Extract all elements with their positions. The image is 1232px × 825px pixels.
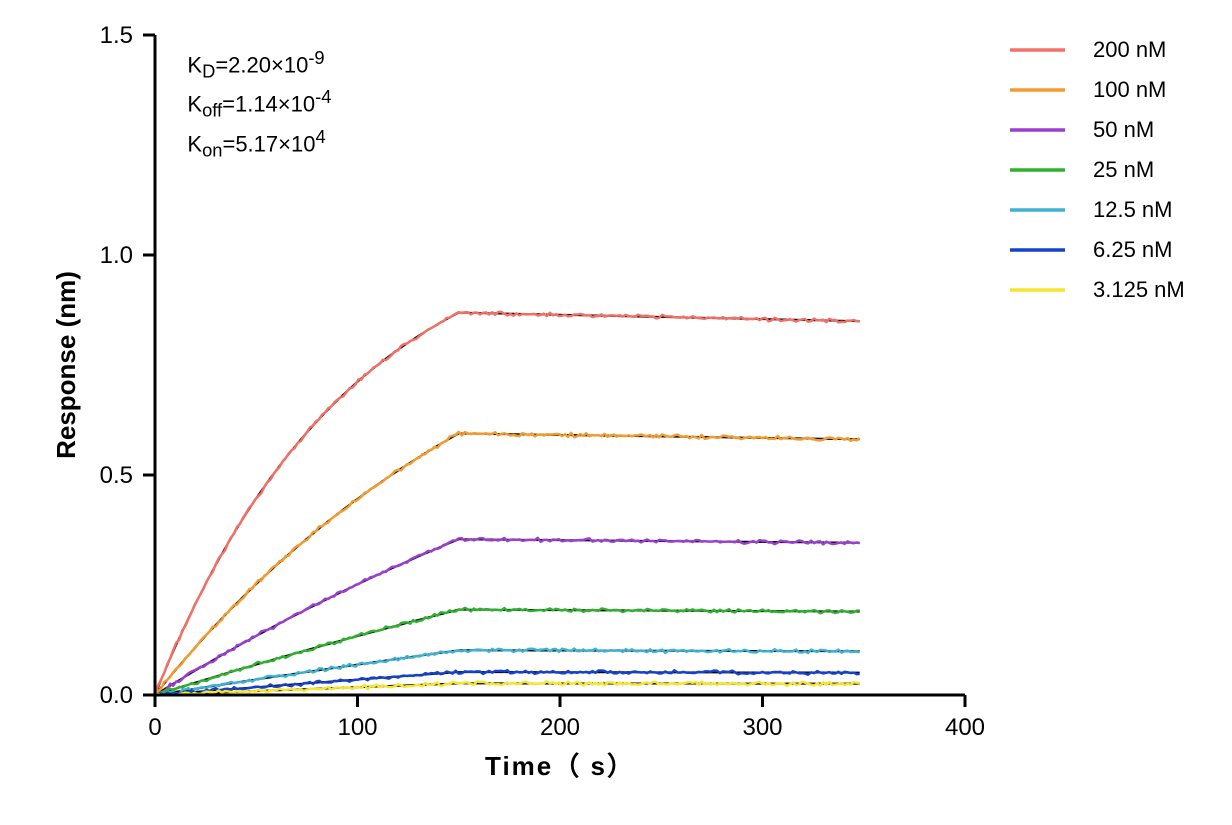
kinetics-annotation: KD=2.20×10-9 (187, 47, 447, 81)
legend-label: 6.25 nM (1093, 237, 1173, 262)
x-tick-label: 400 (945, 714, 985, 741)
x-tick-label: 300 (742, 714, 782, 741)
y-tick-label: 1.0 (100, 242, 133, 269)
y-tick-label: 1.5 (100, 22, 133, 49)
x-axis-label: Time（ s） (485, 751, 635, 781)
legend-label: 12.5 nM (1093, 197, 1173, 222)
legend-label: 200 nM (1093, 37, 1166, 62)
y-axis-label: Response (nm) (51, 271, 81, 459)
x-tick-label: 100 (337, 714, 377, 741)
chart-svg: 0 100 200 300 400 0.0 0.5 1.0 1.5 Time（ s） Respons… (0, 0, 1232, 825)
x-tick-label: 200 (540, 714, 580, 741)
binding-kinetics-chart: 0 100 200 300 400 0.0 0.5 1.0 1.5 Time（ s） Respons… (0, 0, 1232, 825)
y-tick-label: 0.5 (100, 462, 133, 489)
legend-label: 100 nM (1093, 77, 1166, 102)
kinetics-annotation: Kon=5.17×104 (187, 126, 447, 160)
legend-label: 25 nM (1093, 157, 1154, 182)
y-tick-label: 0.0 (100, 682, 133, 709)
x-tick-label: 0 (148, 714, 161, 741)
kinetics-annotation: Koff=1.14×10-4 (187, 86, 447, 120)
legend-label: 3.125 nM (1093, 277, 1185, 302)
legend-label: 50 nM (1093, 117, 1154, 142)
